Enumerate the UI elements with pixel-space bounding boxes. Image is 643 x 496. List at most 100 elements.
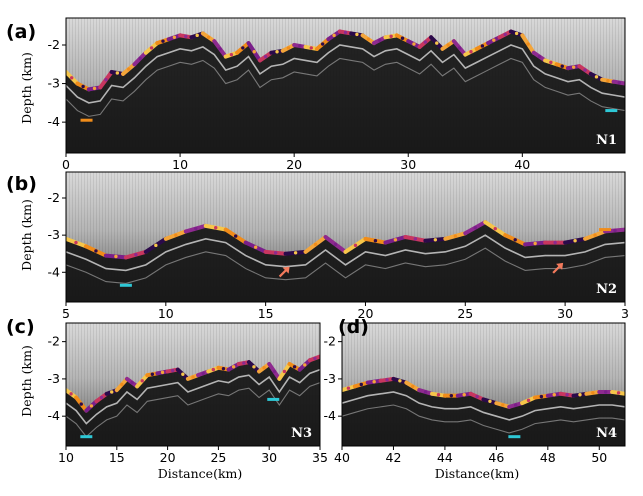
seafloor-point <box>201 371 205 376</box>
seafloor-point <box>273 251 278 255</box>
seafloor-point <box>389 34 393 39</box>
seafloor-point <box>513 403 518 407</box>
seafloor-point <box>140 379 144 383</box>
reflector-band <box>342 404 625 434</box>
seafloor-point <box>346 386 351 390</box>
seafloor-point <box>353 243 358 248</box>
seafloor-point <box>385 378 389 382</box>
y-tick-label: -4 <box>48 264 61 279</box>
seafloor-point <box>565 393 569 397</box>
seafloor-point <box>211 367 216 372</box>
panel-letter-b: (b) <box>6 173 37 195</box>
seafloor-point <box>359 382 363 387</box>
seafloor-point <box>275 50 279 54</box>
seafloor-point <box>435 41 439 45</box>
seafloor-point <box>127 67 131 71</box>
x-tick-label: 30 <box>400 157 416 172</box>
seafloor-point <box>449 393 454 398</box>
seafloor-point <box>393 238 398 242</box>
xlabel-panel-d: Distance(km) <box>435 466 520 481</box>
seafloor-point <box>242 361 246 365</box>
seafloor-point <box>130 380 134 385</box>
reflector-band <box>66 57 625 117</box>
seafloor-point <box>252 365 256 369</box>
y-tick-label: -2 <box>48 190 60 205</box>
seafloor-point <box>594 75 599 79</box>
reflector-band <box>66 368 320 425</box>
seafloor-point <box>172 35 177 39</box>
y-tick-label: -2 <box>48 37 60 52</box>
seafloor-point <box>549 60 553 65</box>
seafloor-point <box>423 40 428 44</box>
seafloor-point <box>591 391 595 395</box>
seafloor-point <box>214 226 218 230</box>
panel-id-label: N4 <box>596 426 617 441</box>
seafloor-point <box>231 365 236 369</box>
seafloor-point <box>613 228 617 233</box>
seafloor-point <box>583 68 587 72</box>
seafloor-point <box>94 249 98 253</box>
x-tick-label: 30 <box>557 306 573 321</box>
seafloor-point <box>74 240 78 245</box>
svg-text:(c): (c) <box>6 316 35 338</box>
seafloor-point <box>262 366 266 370</box>
seafloor-point <box>104 78 108 82</box>
panel-id-label: N3 <box>291 426 312 441</box>
svg-text:(d): (d) <box>338 316 369 338</box>
panel-letter-a: (a) <box>6 21 36 43</box>
reflector-band <box>342 391 625 421</box>
seafloor-point <box>114 254 118 259</box>
ylabel-panel-b: Depth (km) <box>19 199 34 271</box>
seafloor-point <box>293 251 298 255</box>
seafloor-point <box>229 52 234 57</box>
seafloor-point <box>110 390 114 394</box>
y-tick-label: -4 <box>324 408 337 423</box>
seafloor-point <box>134 252 138 257</box>
reflector-band <box>66 382 320 438</box>
y-tick-label: -2 <box>324 334 336 349</box>
x-tick-label: 42 <box>386 450 402 465</box>
xlabel-panel-c: Distance(km) <box>158 466 243 481</box>
plot-frame <box>65 171 626 303</box>
seafloor-point <box>433 238 438 242</box>
seafloor-point <box>194 226 198 231</box>
seafloor-point <box>81 84 85 89</box>
seafloor-point <box>606 78 610 83</box>
seafloor-point <box>120 382 124 387</box>
seafloor-point <box>253 245 258 249</box>
seafloor-point <box>462 393 466 397</box>
seafloor-point <box>553 240 557 245</box>
x-tick-label: 10 <box>158 306 174 321</box>
seafloor-point <box>412 42 416 46</box>
x-tick-label: 25 <box>457 306 473 321</box>
seafloor-point <box>514 31 519 36</box>
seafloor-point <box>286 46 291 50</box>
seafloor-point <box>616 391 621 395</box>
seafloor-point <box>533 241 537 246</box>
seafloor-point <box>453 234 458 238</box>
seafloor-point <box>89 404 94 408</box>
annotation-arrowhead <box>282 266 290 274</box>
seafloor-point <box>309 46 313 50</box>
seafloor-point <box>233 234 238 238</box>
seafloor-point <box>492 38 496 42</box>
seafloor-point <box>373 239 378 243</box>
seafloor-point <box>617 80 621 85</box>
panel-id-label: N1 <box>596 133 617 148</box>
seafloor-point <box>263 54 268 59</box>
seafloor-point <box>343 30 348 35</box>
x-tick-label: 50 <box>591 450 607 465</box>
seafloor-point <box>411 384 415 389</box>
y-tick-label: -3 <box>48 371 60 386</box>
seafloor-point <box>313 242 318 247</box>
x-tick-label: 46 <box>488 450 504 465</box>
seafloor-point <box>154 243 158 248</box>
seafloor-point <box>160 370 165 375</box>
seafloor-point <box>138 56 142 61</box>
seafloor-point <box>218 47 222 51</box>
seafloor-point <box>593 233 597 237</box>
seafloor-point <box>149 46 154 50</box>
x-tick-label: 44 <box>437 450 453 465</box>
panel-n4: N4 40 42 44 46 48 50 -2 -3 -4 <box>324 322 626 465</box>
seafloor-point <box>332 33 336 38</box>
